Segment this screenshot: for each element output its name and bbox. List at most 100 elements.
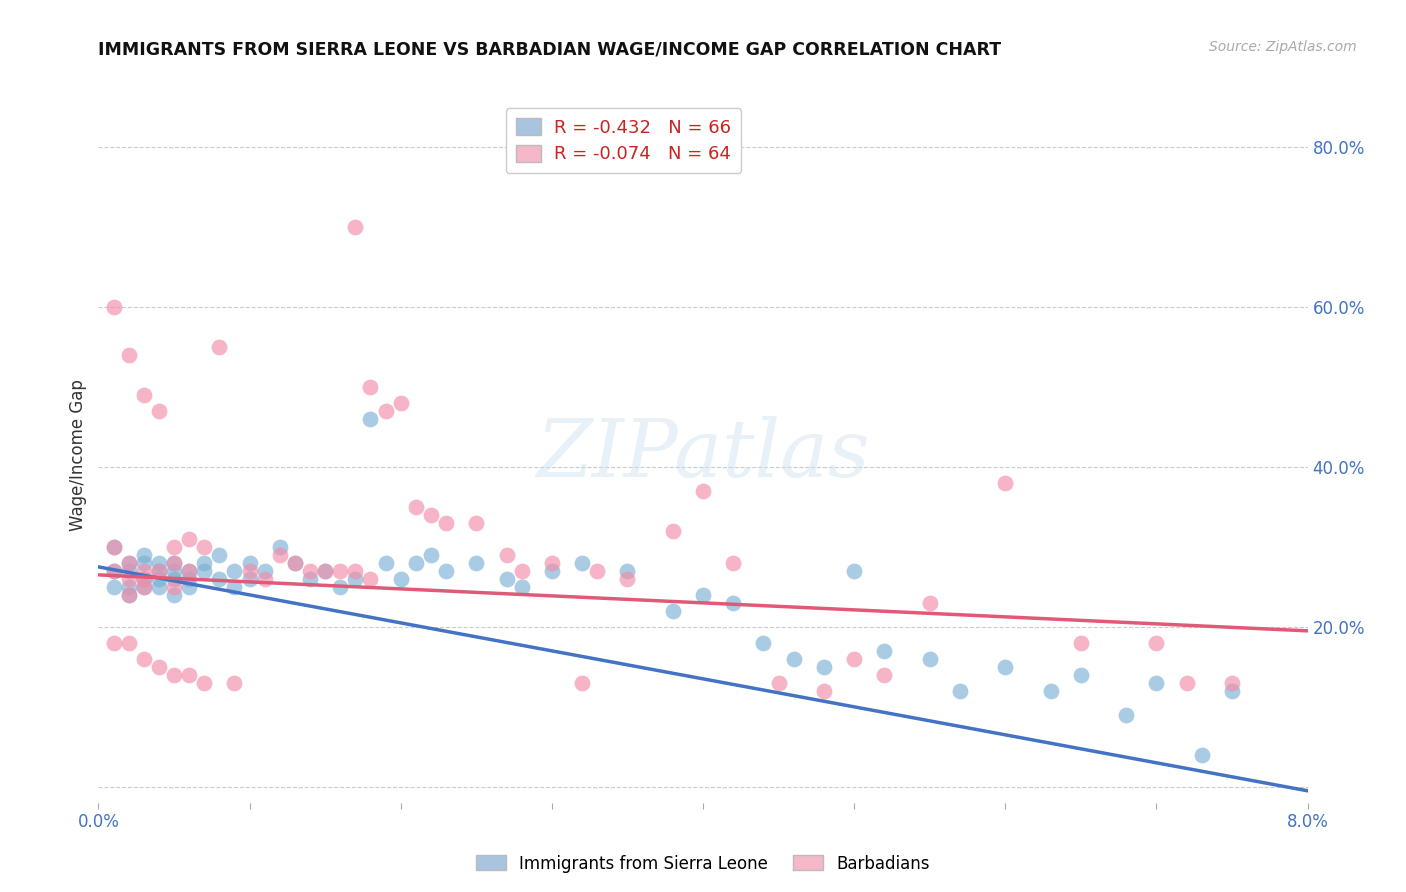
Point bbox=[994, 660, 1017, 674]
Point bbox=[132, 548, 155, 562]
Point bbox=[118, 572, 141, 586]
Point bbox=[541, 564, 564, 578]
Point bbox=[723, 556, 745, 570]
Point bbox=[239, 564, 262, 578]
Point bbox=[994, 475, 1017, 490]
Point bbox=[405, 556, 427, 570]
Point bbox=[495, 548, 517, 562]
Point bbox=[179, 668, 201, 682]
Point bbox=[873, 644, 896, 658]
Point bbox=[299, 564, 322, 578]
Point bbox=[329, 580, 352, 594]
Point bbox=[163, 588, 186, 602]
Point bbox=[571, 556, 593, 570]
Point bbox=[132, 652, 155, 666]
Point bbox=[1070, 636, 1092, 650]
Point bbox=[179, 532, 201, 546]
Point bbox=[118, 588, 141, 602]
Point bbox=[434, 516, 457, 530]
Point bbox=[148, 556, 170, 570]
Text: Source: ZipAtlas.com: Source: ZipAtlas.com bbox=[1209, 40, 1357, 54]
Point bbox=[193, 564, 215, 578]
Point bbox=[103, 564, 125, 578]
Point bbox=[844, 652, 866, 666]
Point bbox=[224, 580, 246, 594]
Point bbox=[148, 564, 170, 578]
Legend: Immigrants from Sierra Leone, Barbadians: Immigrants from Sierra Leone, Barbadians bbox=[470, 848, 936, 880]
Point bbox=[420, 508, 443, 522]
Point bbox=[103, 540, 125, 554]
Point bbox=[253, 564, 276, 578]
Point bbox=[179, 564, 201, 578]
Point bbox=[163, 668, 186, 682]
Point bbox=[844, 564, 866, 578]
Point bbox=[163, 540, 186, 554]
Point bbox=[208, 340, 231, 354]
Point bbox=[495, 572, 517, 586]
Point bbox=[239, 572, 262, 586]
Point bbox=[420, 548, 443, 562]
Point bbox=[179, 572, 201, 586]
Point bbox=[118, 348, 141, 362]
Point bbox=[918, 652, 941, 666]
Point bbox=[314, 564, 336, 578]
Point bbox=[510, 580, 533, 594]
Point bbox=[360, 412, 382, 426]
Point bbox=[1146, 636, 1168, 650]
Point bbox=[1146, 676, 1168, 690]
Point bbox=[132, 388, 155, 402]
Point bbox=[103, 564, 125, 578]
Point bbox=[163, 556, 186, 570]
Point bbox=[179, 580, 201, 594]
Point bbox=[118, 588, 141, 602]
Point bbox=[148, 580, 170, 594]
Point bbox=[132, 572, 155, 586]
Point bbox=[118, 636, 141, 650]
Point bbox=[1191, 747, 1213, 762]
Point bbox=[374, 556, 396, 570]
Point bbox=[752, 636, 775, 650]
Point bbox=[193, 676, 215, 690]
Point bbox=[344, 572, 367, 586]
Point bbox=[148, 572, 170, 586]
Point bbox=[813, 683, 835, 698]
Point bbox=[389, 572, 412, 586]
Point bbox=[360, 572, 382, 586]
Point bbox=[692, 588, 714, 602]
Point bbox=[239, 556, 262, 570]
Point bbox=[1175, 676, 1198, 690]
Point bbox=[163, 572, 186, 586]
Point bbox=[253, 572, 276, 586]
Point bbox=[723, 596, 745, 610]
Point bbox=[224, 564, 246, 578]
Point bbox=[132, 572, 155, 586]
Point bbox=[103, 636, 125, 650]
Point bbox=[118, 556, 141, 570]
Point bbox=[224, 676, 246, 690]
Point bbox=[662, 604, 685, 618]
Point bbox=[465, 556, 488, 570]
Text: ZIPatlas: ZIPatlas bbox=[536, 417, 870, 493]
Text: IMMIGRANTS FROM SIERRA LEONE VS BARBADIAN WAGE/INCOME GAP CORRELATION CHART: IMMIGRANTS FROM SIERRA LEONE VS BARBADIA… bbox=[98, 40, 1001, 58]
Point bbox=[571, 676, 593, 690]
Point bbox=[299, 572, 322, 586]
Point bbox=[284, 556, 307, 570]
Point bbox=[118, 564, 141, 578]
Point bbox=[163, 564, 186, 578]
Point bbox=[118, 556, 141, 570]
Point bbox=[314, 564, 336, 578]
Point bbox=[1070, 668, 1092, 682]
Point bbox=[193, 556, 215, 570]
Point bbox=[783, 652, 806, 666]
Point bbox=[163, 556, 186, 570]
Point bbox=[1115, 707, 1137, 722]
Point bbox=[132, 580, 155, 594]
Point bbox=[1220, 683, 1243, 698]
Point bbox=[132, 580, 155, 594]
Point bbox=[813, 660, 835, 674]
Point bbox=[360, 380, 382, 394]
Point bbox=[103, 540, 125, 554]
Point bbox=[148, 660, 170, 674]
Point bbox=[434, 564, 457, 578]
Point bbox=[873, 668, 896, 682]
